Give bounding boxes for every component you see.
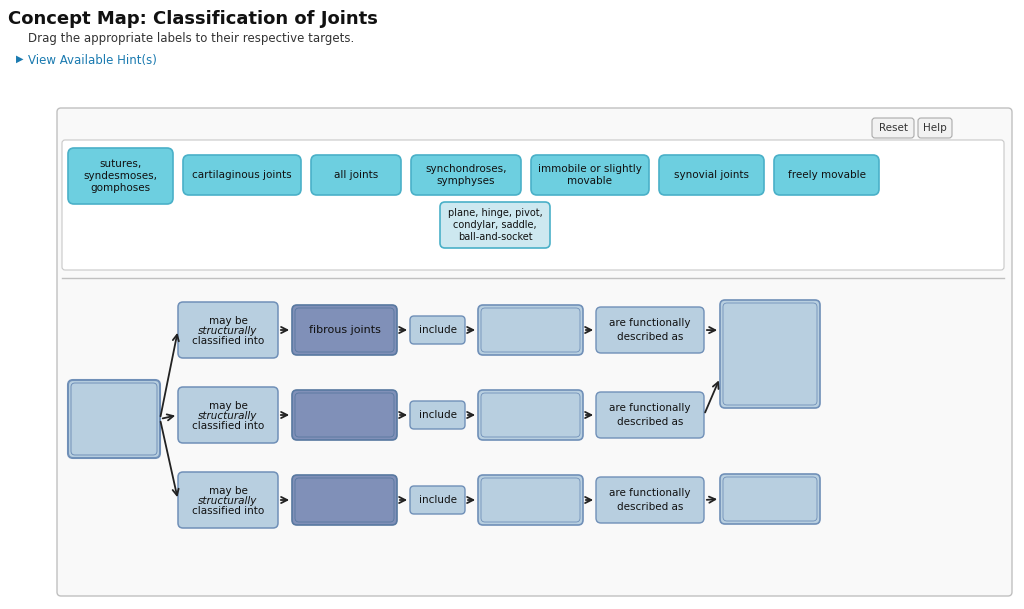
FancyBboxPatch shape xyxy=(596,477,705,523)
Text: described as: described as xyxy=(616,332,683,342)
FancyBboxPatch shape xyxy=(478,475,583,525)
Text: Concept Map: Classification of Joints: Concept Map: Classification of Joints xyxy=(8,10,378,28)
FancyBboxPatch shape xyxy=(68,380,160,458)
Text: Help: Help xyxy=(923,123,947,133)
Text: described as: described as xyxy=(616,502,683,512)
Text: freely movable: freely movable xyxy=(787,170,865,180)
FancyBboxPatch shape xyxy=(295,393,394,437)
Text: include: include xyxy=(419,325,457,335)
FancyBboxPatch shape xyxy=(596,392,705,438)
FancyBboxPatch shape xyxy=(295,308,394,352)
FancyBboxPatch shape xyxy=(723,477,817,521)
Text: classified into: classified into xyxy=(191,506,264,516)
FancyBboxPatch shape xyxy=(720,474,820,524)
Text: synovial joints: synovial joints xyxy=(674,170,749,180)
FancyBboxPatch shape xyxy=(178,472,278,528)
Text: Reset: Reset xyxy=(879,123,907,133)
FancyBboxPatch shape xyxy=(178,302,278,358)
FancyBboxPatch shape xyxy=(481,478,580,522)
Text: ▶: ▶ xyxy=(16,54,24,64)
Text: all joints: all joints xyxy=(334,170,378,180)
Text: plane, hinge, pivot,
condylar, saddle,
ball-and-socket: plane, hinge, pivot, condylar, saddle, b… xyxy=(447,208,543,242)
Text: are functionally: are functionally xyxy=(609,403,691,413)
Text: described as: described as xyxy=(616,417,683,427)
Text: cartilaginous joints: cartilaginous joints xyxy=(193,170,292,180)
FancyBboxPatch shape xyxy=(410,316,465,344)
FancyBboxPatch shape xyxy=(659,155,764,195)
Text: may be: may be xyxy=(209,401,248,411)
Text: sutures,
syndesmoses,
gomphoses: sutures, syndesmoses, gomphoses xyxy=(84,160,158,192)
FancyBboxPatch shape xyxy=(774,155,879,195)
Text: include: include xyxy=(419,495,457,505)
Text: synchondroses,
symphyses: synchondroses, symphyses xyxy=(425,164,507,186)
FancyBboxPatch shape xyxy=(478,390,583,440)
FancyBboxPatch shape xyxy=(68,148,173,204)
FancyBboxPatch shape xyxy=(723,303,817,405)
Text: may be: may be xyxy=(209,316,248,326)
FancyBboxPatch shape xyxy=(531,155,649,195)
Text: structurally: structurally xyxy=(199,411,258,421)
FancyBboxPatch shape xyxy=(71,383,157,455)
Text: may be: may be xyxy=(209,486,248,496)
FancyBboxPatch shape xyxy=(292,475,397,525)
FancyBboxPatch shape xyxy=(178,387,278,443)
FancyBboxPatch shape xyxy=(295,478,394,522)
Text: immobile or slightly
movable: immobile or slightly movable xyxy=(538,164,642,186)
Text: fibrous joints: fibrous joints xyxy=(308,325,381,335)
FancyBboxPatch shape xyxy=(918,118,952,138)
FancyBboxPatch shape xyxy=(183,155,301,195)
Text: structurally: structurally xyxy=(199,496,258,506)
Text: Drag the appropriate labels to their respective targets.: Drag the appropriate labels to their res… xyxy=(28,32,354,45)
Text: classified into: classified into xyxy=(191,421,264,431)
Text: include: include xyxy=(419,410,457,420)
FancyBboxPatch shape xyxy=(292,305,397,355)
FancyBboxPatch shape xyxy=(311,155,401,195)
FancyBboxPatch shape xyxy=(872,118,914,138)
FancyBboxPatch shape xyxy=(410,486,465,514)
FancyBboxPatch shape xyxy=(481,308,580,352)
FancyBboxPatch shape xyxy=(596,307,705,353)
FancyBboxPatch shape xyxy=(440,202,550,248)
Text: structurally: structurally xyxy=(199,326,258,336)
Text: classified into: classified into xyxy=(191,336,264,346)
FancyBboxPatch shape xyxy=(410,401,465,429)
Text: are functionally: are functionally xyxy=(609,488,691,498)
Text: are functionally: are functionally xyxy=(609,318,691,328)
Text: View Available Hint(s): View Available Hint(s) xyxy=(28,54,157,67)
FancyBboxPatch shape xyxy=(292,390,397,440)
FancyBboxPatch shape xyxy=(481,393,580,437)
FancyBboxPatch shape xyxy=(57,108,1012,596)
FancyBboxPatch shape xyxy=(62,140,1004,270)
FancyBboxPatch shape xyxy=(478,305,583,355)
FancyBboxPatch shape xyxy=(720,300,820,408)
FancyBboxPatch shape xyxy=(411,155,521,195)
